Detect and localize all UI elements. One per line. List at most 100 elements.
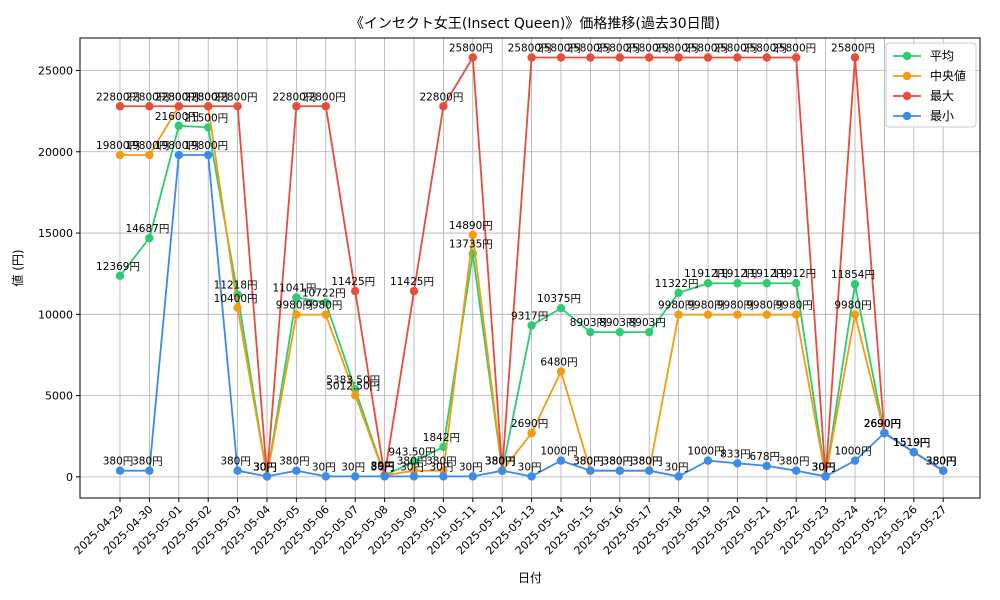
data-label: 380円 [426,456,457,468]
data-label: 5383.50円 [326,374,380,386]
data-point [321,298,330,307]
data-point [174,150,183,160]
data-point [850,456,860,465]
data-label: 9980円 [746,300,783,312]
data-point [703,456,713,465]
data-label: 30円 [812,461,836,473]
data-label: 25800円 [831,43,875,55]
data-point [409,472,419,481]
data-point [792,53,801,62]
data-label: 380円 [279,456,310,468]
data-label: 13735円 [449,239,493,251]
data-label: 25800円 [713,43,757,55]
data-label: 11218円 [214,280,258,292]
data-label: 21500円 [184,112,228,124]
data-point [615,53,624,62]
data-label: 678円 [750,451,781,463]
data-point [615,327,624,337]
data-label: 380円 [632,456,663,468]
legend-label: 中央値 [930,68,966,83]
data-point [674,472,683,481]
data-label: 30円 [312,461,336,473]
data-point [204,102,213,111]
data-label: 9980円 [305,300,342,312]
data-point [850,279,860,289]
data-point [703,53,713,62]
data-point [145,466,154,475]
y-axis-label: 値 (円) [10,249,25,286]
data-point [586,53,595,62]
data-label: 380円 [485,456,516,468]
data-label: 25800円 [537,43,581,55]
data-label: 2690円 [864,418,901,430]
y-axis: 0 5000 10000 15000 20000 25000 [38,65,80,484]
data-point [733,279,742,288]
data-point [645,327,654,337]
data-point [292,310,301,319]
data-label: 5012.50円 [326,380,380,392]
data-label: 833円 [720,448,751,460]
data-labels: 12369円14687円21600円21500円11218円30円11041円1… [96,43,956,474]
legend-label: 最小 [930,109,954,123]
data-point [762,310,771,319]
y-tick-label: 25000 [38,65,73,78]
data-point [733,459,742,468]
data-point [674,310,683,319]
data-point [556,456,566,465]
data-label: 11912円 [684,268,728,280]
data-label: 30円 [665,461,689,473]
data-point [821,472,830,481]
data-point [204,150,213,160]
data-label: 11912円 [743,268,787,280]
data-point [527,321,536,330]
data-label: 30円 [253,461,277,473]
data-label: 30円 [812,461,836,473]
data-label: 380円 [573,456,604,468]
chart-title: 《インセクト女王(Insect Queen)》価格推移(過去30日間) [350,15,720,32]
data-label: 14890円 [449,220,493,232]
data-label: 380円 [397,456,428,468]
data-label: 30円 [253,461,277,473]
x-axis-label: 日付 [518,571,542,585]
data-label: 14687円 [125,223,169,235]
data-label: 2690円 [511,418,548,430]
data-label: 9980円 [834,300,871,312]
data-point [380,472,389,481]
data-point [762,53,771,62]
data-label: 9980円 [658,300,695,312]
y-tick-label: 20000 [38,146,73,159]
data-label: 30円 [812,461,836,473]
data-label: 89円 [371,460,395,472]
data-point [527,53,536,62]
data-label: 10375円 [537,293,581,305]
data-label: 380円 [926,456,957,468]
data-label: 30円 [518,461,542,473]
data-label: 10722円 [302,288,346,300]
data-point [850,53,860,62]
data-label: 9980円 [717,300,754,312]
data-label: 89円 [371,460,395,472]
legend-label: 最大 [930,89,954,103]
data-label: 1000円 [834,446,871,458]
data-label: 25800円 [566,43,610,55]
data-point [351,391,360,400]
data-point [321,472,330,481]
data-label: 380円 [132,456,163,468]
data-label: 30円 [812,461,836,473]
data-point [233,466,242,475]
data-point [409,286,419,296]
data-label: 9980円 [776,300,813,312]
data-label: 380円 [926,456,957,468]
data-label: 6480円 [540,357,577,369]
data-point [792,279,801,288]
data-point [909,447,918,457]
data-label: 19800円 [96,140,140,152]
data-label: 19800円 [184,140,228,152]
data-label: 1519円 [893,437,930,449]
data-point [468,230,477,240]
data-label: 22800円 [155,91,199,103]
data-point [615,466,624,475]
data-point [733,53,742,62]
legend-marker [902,71,912,81]
data-label: 11854円 [831,269,875,281]
